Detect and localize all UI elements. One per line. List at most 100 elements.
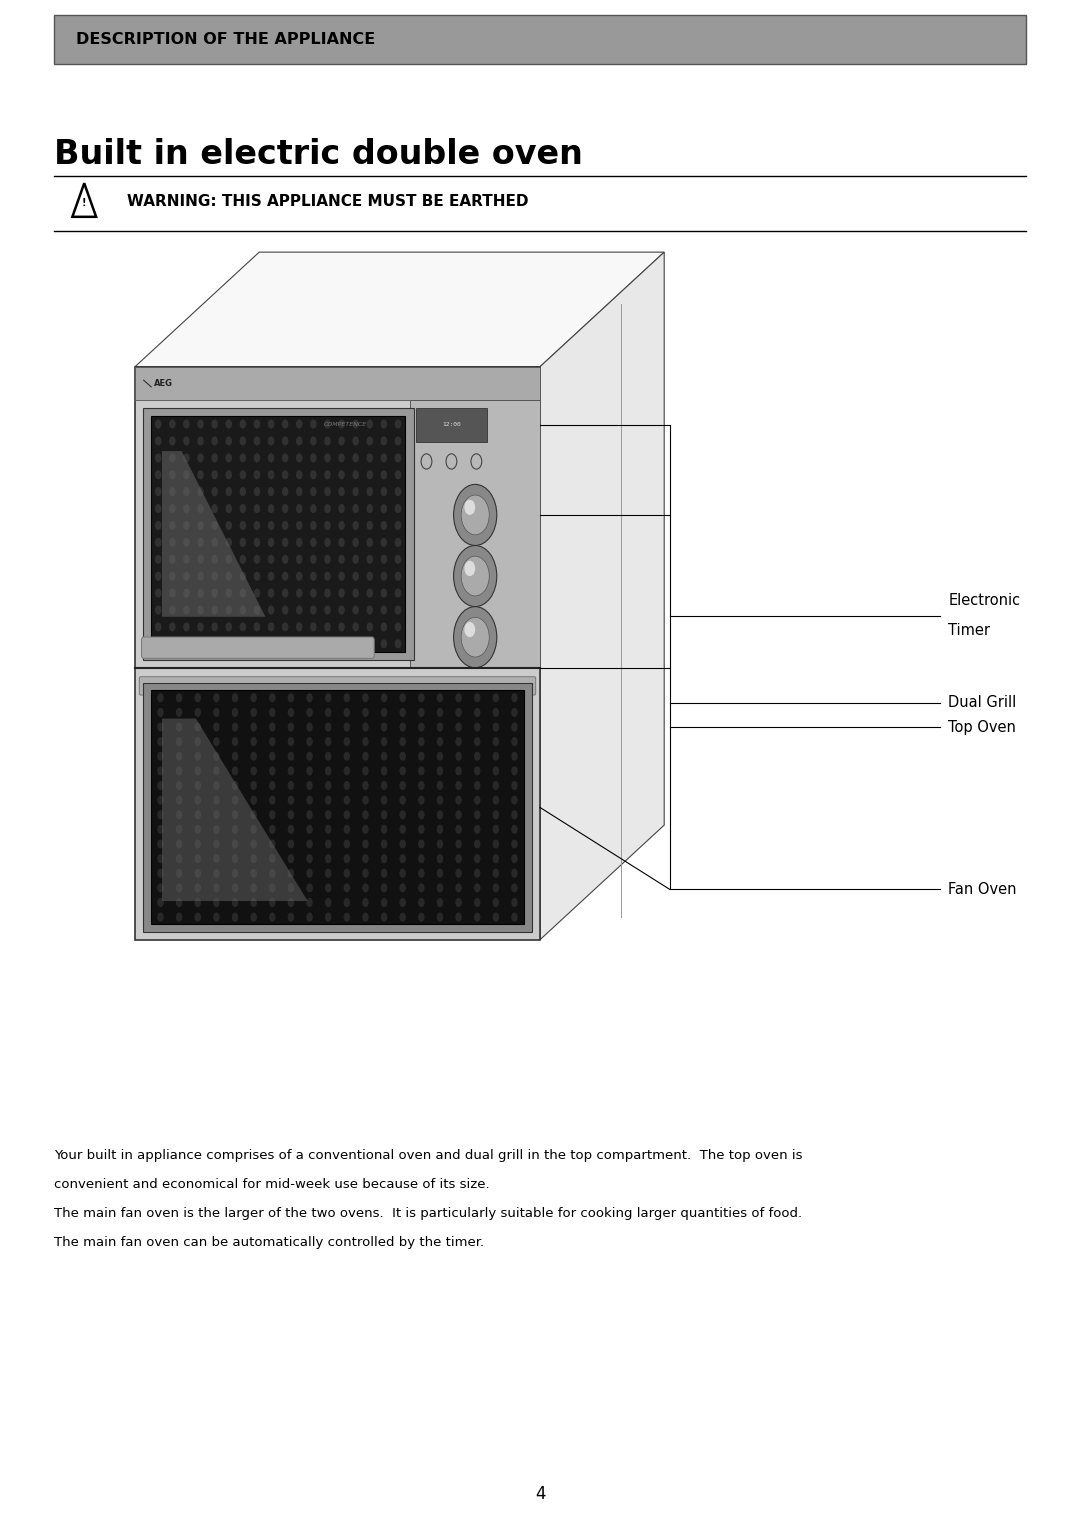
Circle shape bbox=[240, 639, 246, 648]
Circle shape bbox=[454, 484, 497, 545]
Circle shape bbox=[158, 883, 164, 892]
Circle shape bbox=[226, 420, 232, 429]
Circle shape bbox=[362, 869, 368, 879]
Circle shape bbox=[268, 437, 274, 446]
Circle shape bbox=[184, 487, 190, 497]
Circle shape bbox=[474, 898, 481, 908]
Circle shape bbox=[366, 521, 373, 530]
Circle shape bbox=[176, 912, 183, 921]
Circle shape bbox=[381, 736, 388, 746]
Circle shape bbox=[213, 752, 219, 761]
Circle shape bbox=[325, 810, 332, 819]
Circle shape bbox=[343, 736, 350, 746]
Circle shape bbox=[213, 781, 219, 790]
Circle shape bbox=[381, 912, 388, 921]
Circle shape bbox=[381, 694, 388, 703]
Circle shape bbox=[456, 723, 462, 732]
Text: DESCRIPTION OF THE APPLIANCE: DESCRIPTION OF THE APPLIANCE bbox=[76, 32, 375, 47]
Circle shape bbox=[343, 767, 350, 776]
Circle shape bbox=[296, 538, 302, 547]
Circle shape bbox=[170, 538, 176, 547]
Circle shape bbox=[232, 839, 239, 848]
Circle shape bbox=[338, 588, 345, 597]
Circle shape bbox=[343, 898, 350, 908]
Circle shape bbox=[338, 538, 345, 547]
Circle shape bbox=[296, 420, 302, 429]
Circle shape bbox=[251, 883, 257, 892]
Circle shape bbox=[380, 437, 387, 446]
Circle shape bbox=[325, 869, 332, 879]
Circle shape bbox=[240, 504, 246, 513]
Circle shape bbox=[198, 571, 204, 581]
Circle shape bbox=[436, 825, 443, 834]
Circle shape bbox=[380, 471, 387, 480]
Circle shape bbox=[418, 898, 424, 908]
Circle shape bbox=[296, 437, 302, 446]
Circle shape bbox=[307, 707, 313, 717]
Circle shape bbox=[282, 471, 288, 480]
Circle shape bbox=[307, 767, 313, 776]
Circle shape bbox=[212, 571, 218, 581]
Circle shape bbox=[287, 723, 294, 732]
Circle shape bbox=[269, 810, 275, 819]
Circle shape bbox=[400, 854, 406, 863]
Circle shape bbox=[492, 912, 499, 921]
Text: Built in electric double oven: Built in electric double oven bbox=[54, 138, 583, 171]
Circle shape bbox=[184, 521, 190, 530]
Circle shape bbox=[492, 752, 499, 761]
Circle shape bbox=[343, 839, 350, 848]
Circle shape bbox=[310, 471, 316, 480]
Circle shape bbox=[343, 825, 350, 834]
Circle shape bbox=[198, 471, 204, 480]
Circle shape bbox=[492, 839, 499, 848]
Circle shape bbox=[296, 622, 302, 631]
Circle shape bbox=[251, 912, 257, 921]
Circle shape bbox=[324, 504, 330, 513]
Circle shape bbox=[310, 538, 316, 547]
Circle shape bbox=[254, 454, 260, 463]
Circle shape bbox=[232, 694, 239, 703]
Circle shape bbox=[511, 839, 517, 848]
Circle shape bbox=[310, 454, 316, 463]
Circle shape bbox=[251, 898, 257, 908]
Circle shape bbox=[394, 437, 401, 446]
Circle shape bbox=[381, 767, 388, 776]
Circle shape bbox=[307, 736, 313, 746]
Circle shape bbox=[170, 420, 176, 429]
Circle shape bbox=[380, 504, 387, 513]
Circle shape bbox=[184, 454, 190, 463]
Circle shape bbox=[194, 736, 201, 746]
Circle shape bbox=[456, 825, 462, 834]
Circle shape bbox=[352, 487, 359, 497]
Circle shape bbox=[380, 454, 387, 463]
Circle shape bbox=[240, 420, 246, 429]
Circle shape bbox=[156, 622, 162, 631]
Circle shape bbox=[240, 437, 246, 446]
Circle shape bbox=[362, 694, 368, 703]
Circle shape bbox=[213, 825, 219, 834]
Circle shape bbox=[461, 495, 489, 535]
Circle shape bbox=[268, 622, 274, 631]
Circle shape bbox=[194, 883, 201, 892]
Circle shape bbox=[212, 437, 218, 446]
Polygon shape bbox=[540, 252, 664, 940]
FancyBboxPatch shape bbox=[151, 416, 405, 652]
Circle shape bbox=[268, 571, 274, 581]
Circle shape bbox=[232, 767, 239, 776]
Circle shape bbox=[282, 437, 288, 446]
Circle shape bbox=[511, 898, 517, 908]
Circle shape bbox=[296, 588, 302, 597]
Circle shape bbox=[394, 622, 401, 631]
Circle shape bbox=[282, 571, 288, 581]
Circle shape bbox=[198, 605, 204, 614]
Circle shape bbox=[212, 555, 218, 564]
Circle shape bbox=[184, 571, 190, 581]
Circle shape bbox=[282, 588, 288, 597]
Circle shape bbox=[282, 622, 288, 631]
Circle shape bbox=[511, 854, 517, 863]
Circle shape bbox=[362, 707, 368, 717]
Text: COMPETENCE: COMPETENCE bbox=[324, 422, 367, 428]
Circle shape bbox=[418, 854, 424, 863]
Circle shape bbox=[176, 883, 183, 892]
Circle shape bbox=[176, 767, 183, 776]
